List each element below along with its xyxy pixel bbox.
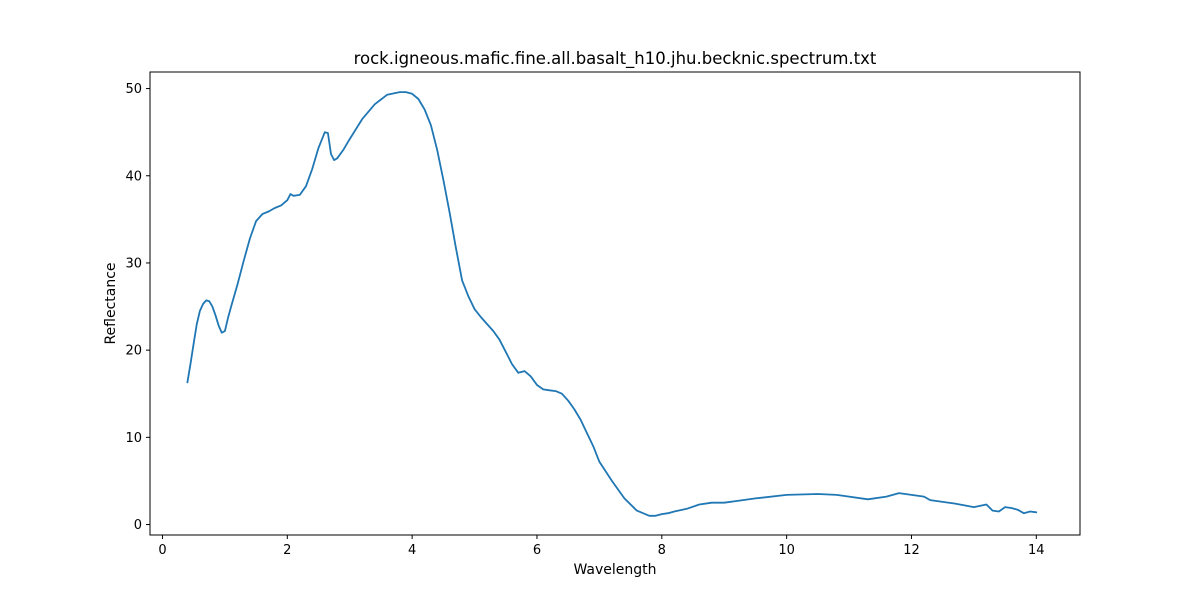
x-tick-label: 14 [1028, 543, 1045, 558]
x-tick-label: 6 [533, 543, 541, 558]
plot-area [150, 72, 1080, 535]
x-axis-label: Wavelength [573, 562, 656, 578]
y-axis-label: Reflectance [103, 262, 119, 344]
x-tick-label: 0 [158, 543, 166, 558]
x-tick-label: 12 [903, 543, 920, 558]
series-layer [186, 91, 1038, 517]
x-axis-ticks: 0 2 4 6 8 10 12 14 [158, 535, 1045, 558]
spectrum-line [186, 91, 1038, 517]
y-tick-label: 50 [125, 82, 142, 97]
x-tick-label: 4 [408, 543, 416, 558]
y-tick-label: 20 [125, 344, 142, 359]
y-tick-label: 30 [125, 256, 142, 271]
plot-frame [149, 71, 1081, 536]
y-tick-label: 10 [125, 431, 142, 446]
x-tick-label: 10 [778, 543, 795, 558]
chart-title: rock.igneous.mafic.fine.all.basalt_h10.j… [354, 49, 877, 69]
y-tick-label: 0 [134, 518, 142, 533]
x-tick-label: 8 [658, 543, 666, 558]
y-axis-ticks: 0 10 20 30 40 50 [125, 82, 150, 533]
x-tick-label: 2 [283, 543, 291, 558]
y-tick-label: 40 [125, 169, 142, 184]
